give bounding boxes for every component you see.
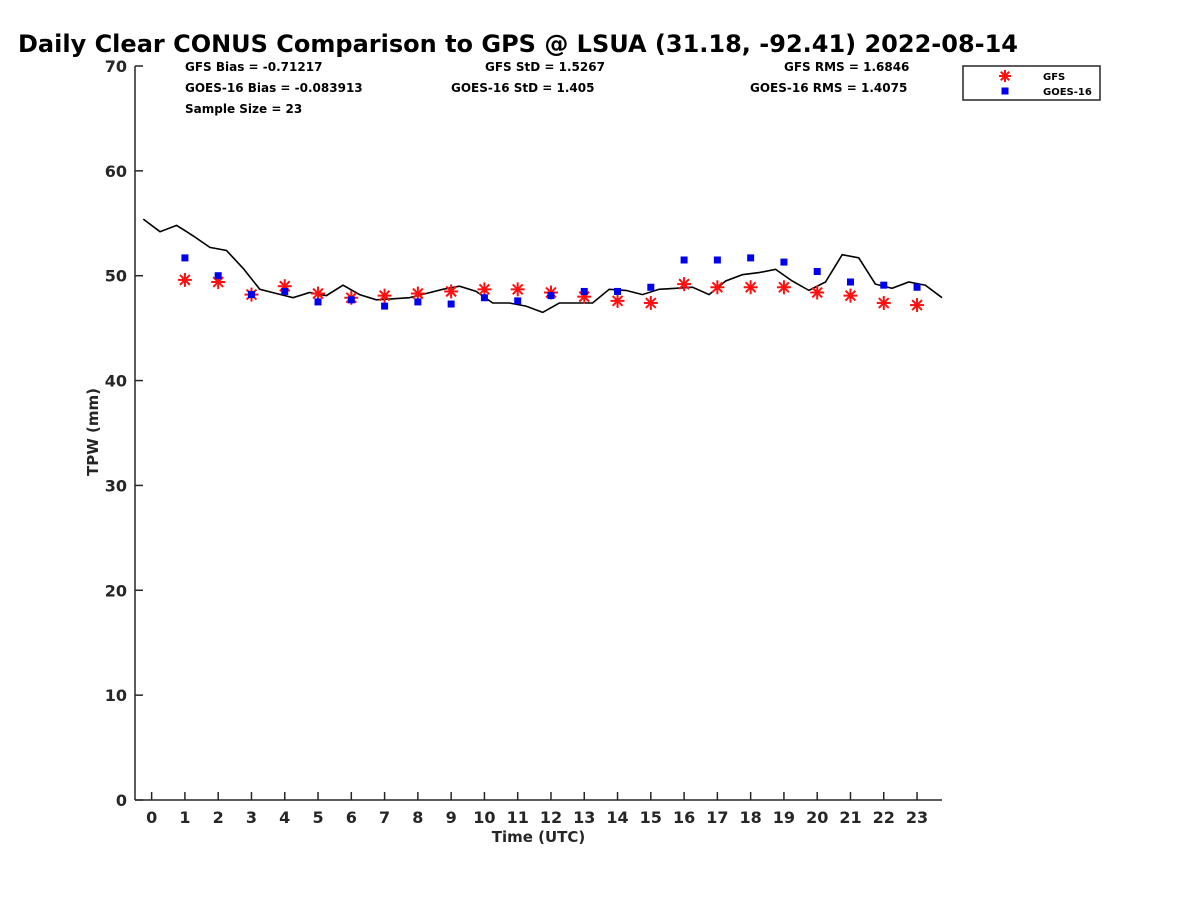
gfs-point: [743, 280, 758, 295]
gfs-bias-text: GFS Bias = -0.71217: [185, 60, 323, 74]
goes-point: [314, 298, 322, 306]
x-tick-label: 4: [279, 808, 290, 827]
x-tick-label: 0: [146, 808, 157, 827]
goes-point: [647, 283, 655, 291]
x-tick-label: 10: [473, 808, 495, 827]
y-tick-label: 50: [105, 267, 127, 286]
legend-gfs-marker: [999, 70, 1011, 82]
goes-point: [247, 291, 255, 299]
x-tick-label: 3: [246, 808, 257, 827]
x-tick-label: 17: [706, 808, 728, 827]
gfs-point: [810, 285, 825, 300]
x-tick-label: 12: [540, 808, 562, 827]
goes-point: [547, 292, 555, 300]
goes-point: [747, 254, 755, 262]
gfs-point: [643, 295, 658, 310]
y-tick-label: 30: [105, 476, 127, 495]
x-tick-label: 15: [640, 808, 662, 827]
gfs-point: [510, 282, 525, 297]
legend-gfs-label: GFS: [1043, 72, 1065, 83]
goes-point: [780, 258, 788, 266]
goes-point: [347, 296, 355, 304]
x-tick-label: 2: [213, 808, 224, 827]
x-tick-label: 6: [346, 808, 357, 827]
x-tick-label: 19: [773, 808, 795, 827]
x-tick-label: 1: [179, 808, 190, 827]
goes-point: [281, 287, 289, 295]
legend-goes-marker: [1001, 87, 1009, 95]
y-axis-label: TPW (mm): [84, 388, 102, 476]
goes-point: [447, 300, 455, 308]
goes-point: [913, 283, 921, 291]
gfs-std-text: GFS StD = 1.5267: [485, 60, 605, 74]
goes-point: [181, 254, 189, 262]
legend-goes-label: GOES-16: [1043, 87, 1092, 98]
y-tick-label: 60: [105, 162, 127, 181]
goes-rms-text: GOES-16 RMS = 1.4075: [750, 81, 908, 95]
goes-point: [813, 268, 821, 276]
plot-area: [142, 218, 943, 314]
gfs-point: [776, 280, 791, 295]
x-tick-label: 9: [446, 808, 457, 827]
gfs-point: [843, 288, 858, 303]
chart-title: Daily Clear CONUS Comparison to GPS @ LS…: [18, 30, 1018, 58]
legend-box: [962, 65, 1101, 101]
y-tick-label: 10: [105, 686, 127, 705]
x-tick-label: 5: [312, 808, 323, 827]
gfs-point: [677, 277, 692, 292]
gfs-point: [477, 282, 492, 297]
goes-point: [414, 298, 422, 306]
y-tick-label: 0: [116, 791, 127, 810]
legend: GFS GOES-16: [962, 65, 1101, 101]
gfs-rms-text: GFS RMS = 1.6846: [784, 60, 910, 74]
x-tick-label: 13: [573, 808, 595, 827]
goes-point: [846, 278, 854, 286]
gfs-point: [410, 286, 425, 301]
goes-point: [381, 302, 389, 310]
goes-point: [580, 287, 588, 295]
goes-point: [713, 256, 721, 264]
sample-size-text: Sample Size = 23: [185, 102, 303, 116]
x-tick-label: 7: [379, 808, 390, 827]
x-tick-label: 21: [839, 808, 861, 827]
goes-point: [480, 294, 488, 302]
gfs-point: [177, 272, 192, 287]
x-tick-label: 22: [873, 808, 895, 827]
y-tick-label: 70: [105, 57, 127, 76]
x-tick-label: 18: [740, 808, 762, 827]
goes-bias-text: GOES-16 Bias = -0.083913: [185, 81, 363, 95]
goes-point: [614, 287, 622, 295]
goes-point: [880, 281, 888, 289]
gfs-point: [910, 298, 925, 313]
x-tick-label: 20: [806, 808, 828, 827]
goes-point: [214, 272, 222, 280]
x-tick-label: 23: [906, 808, 928, 827]
gfs-point: [876, 295, 891, 310]
x-axis-label: Time (UTC): [492, 828, 586, 846]
y-tick-label: 20: [105, 581, 127, 600]
goes-point: [514, 297, 522, 305]
gfs-point: [311, 286, 326, 301]
gps-line: [142, 218, 943, 314]
y-tick-label: 40: [105, 372, 127, 391]
gfs-point: [610, 293, 625, 308]
x-tick-label: 8: [412, 808, 423, 827]
gfs-point: [710, 280, 725, 295]
gfs-point: [444, 284, 459, 299]
x-tick-label: 11: [507, 808, 529, 827]
x-tick-label: 16: [673, 808, 695, 827]
gfs-point: [377, 288, 392, 303]
x-tick-label: 14: [606, 808, 628, 827]
goes-std-text: GOES-16 StD = 1.405: [451, 81, 595, 95]
goes-point: [680, 256, 688, 264]
